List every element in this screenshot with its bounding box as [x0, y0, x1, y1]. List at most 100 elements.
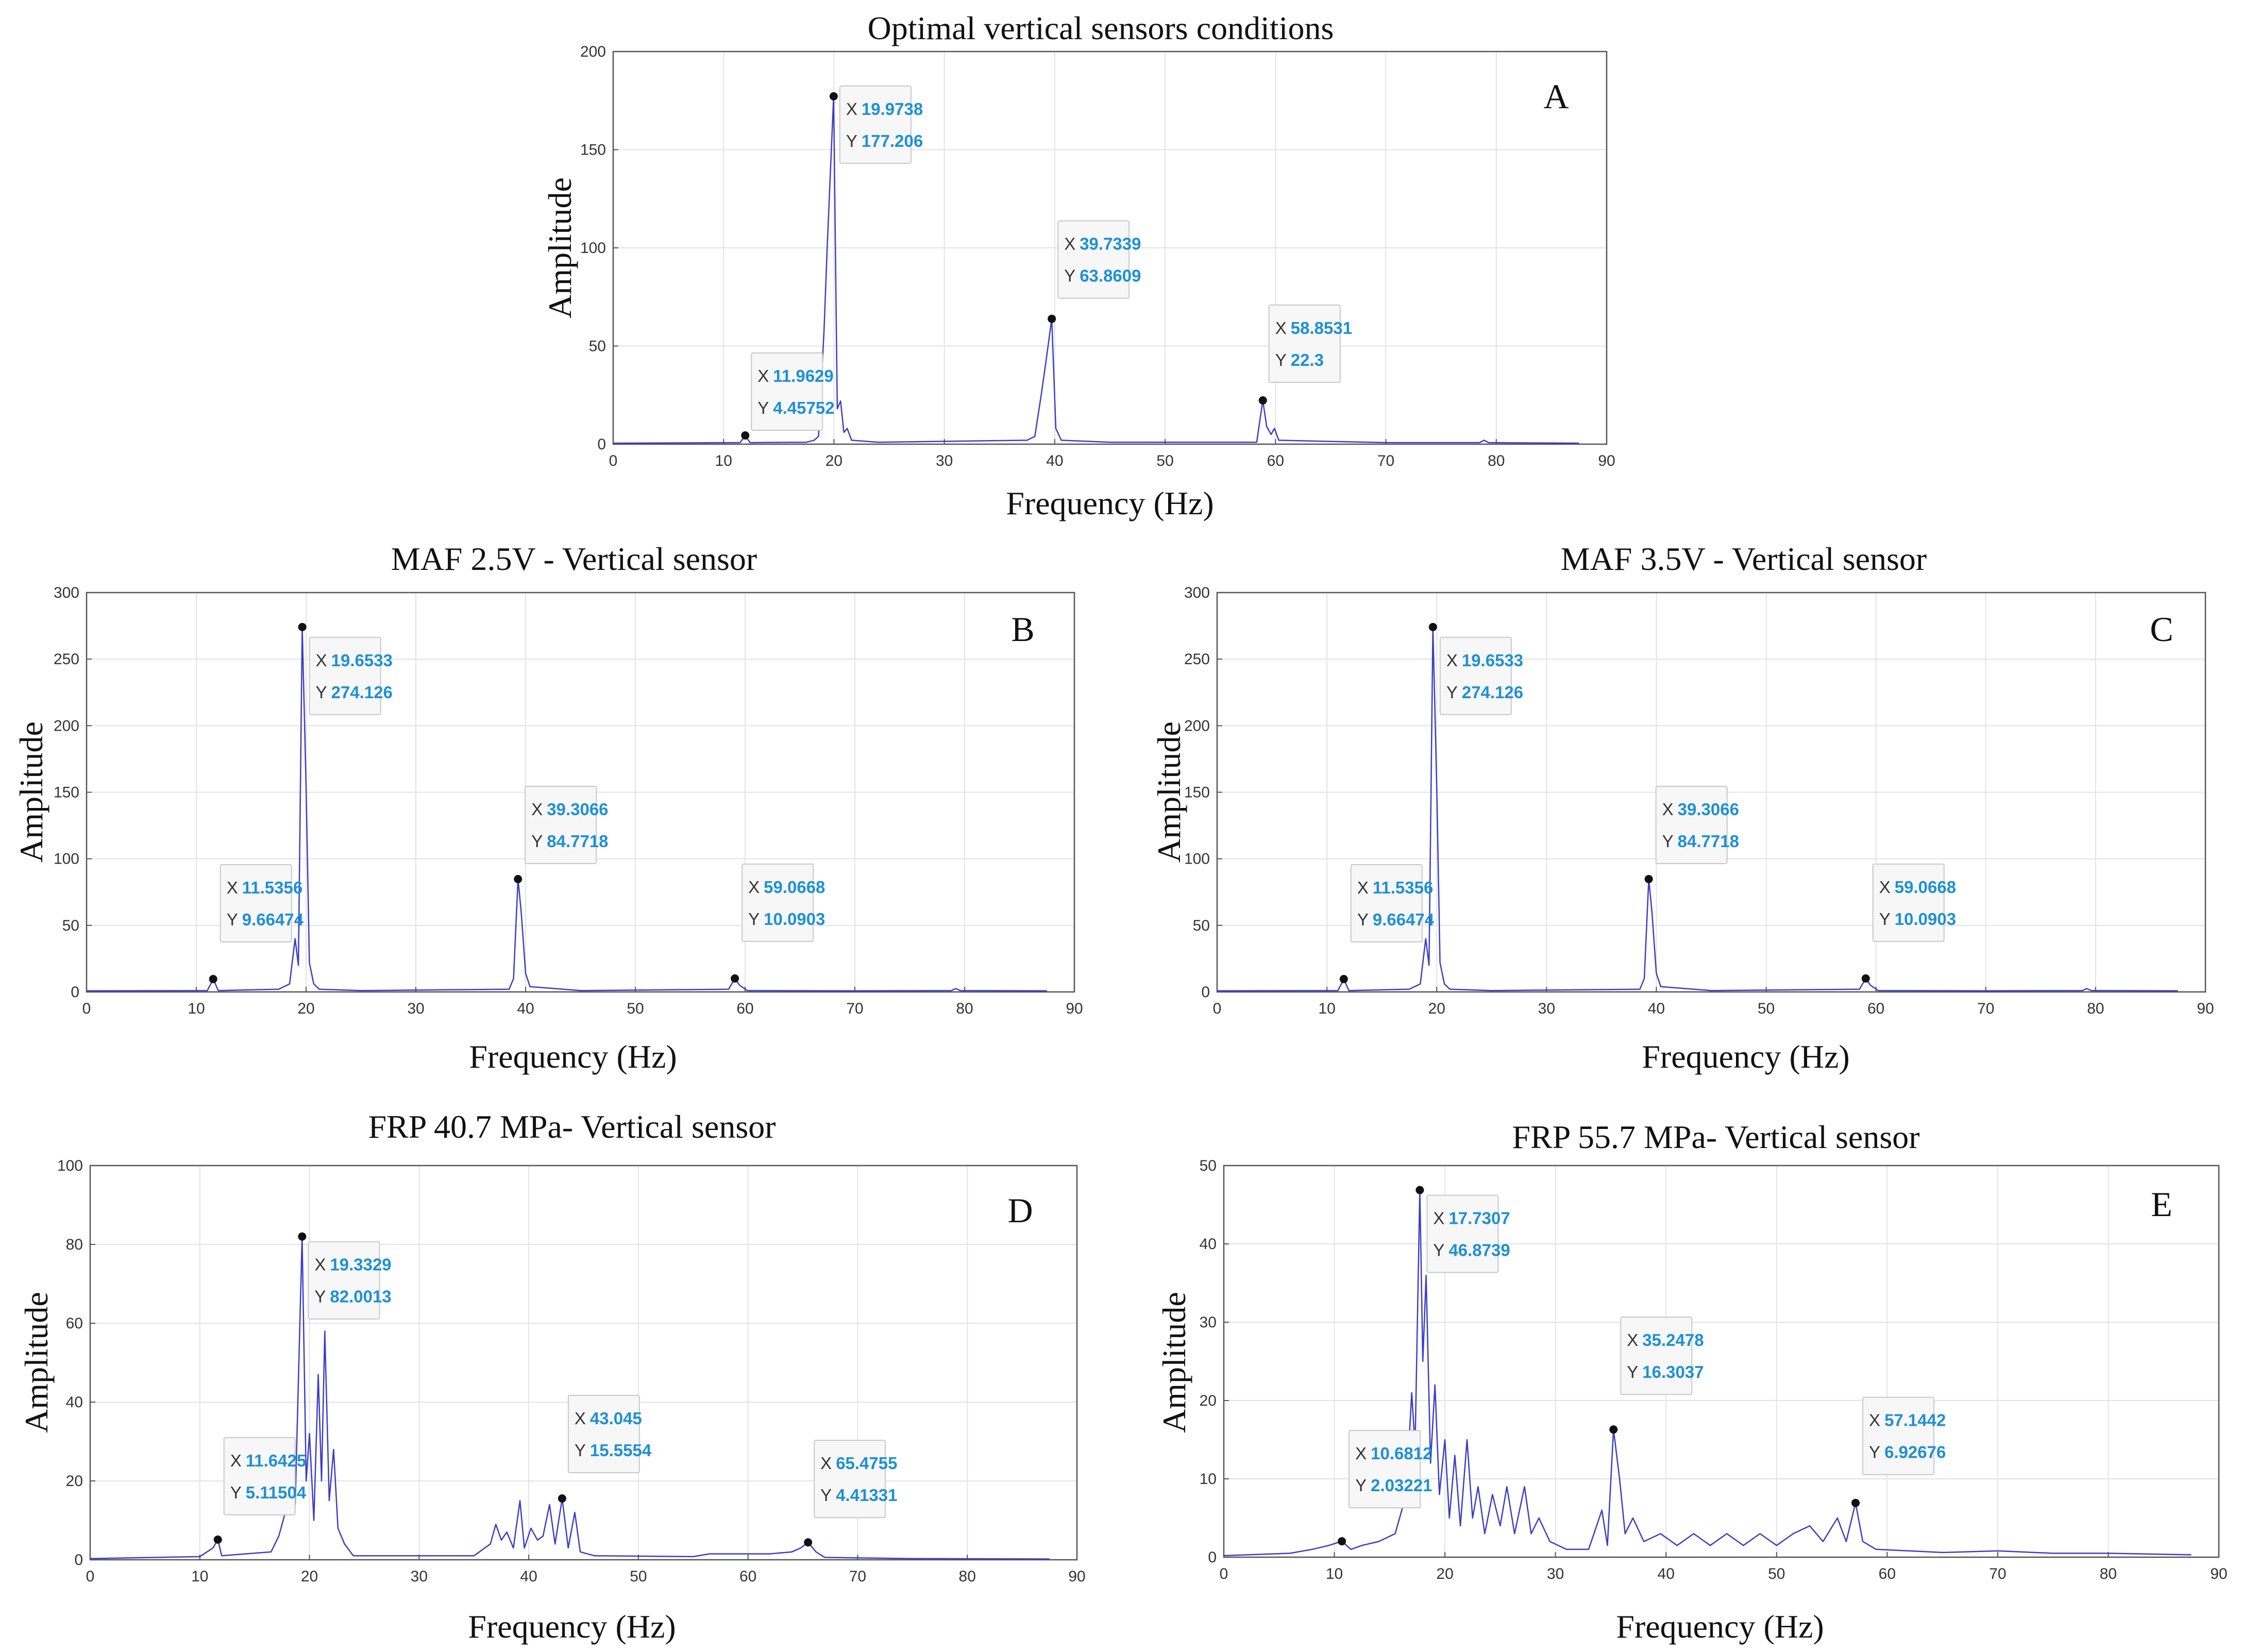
datatip-y-value: 82.0013	[330, 1287, 391, 1306]
datatip-x-value: 65.4755	[836, 1454, 897, 1473]
x-tick-label: 10	[1318, 1000, 1335, 1017]
x-axis-label: Frequency (Hz)	[469, 1038, 677, 1075]
x-tick-label: 20	[1436, 1565, 1453, 1582]
datatip-x-prefix: X	[1355, 1444, 1367, 1463]
datatip-x-prefix: X	[531, 800, 543, 819]
datatip-y-value: 177.206	[862, 131, 923, 150]
datatip-y-value: 84.7718	[1678, 832, 1739, 851]
datatip-x-prefix: X	[1064, 234, 1075, 254]
panel-letter: D	[1007, 1191, 1033, 1230]
datatip-y-row: Y 5.11504	[230, 1483, 307, 1502]
x-tick-label: 40	[1046, 452, 1063, 469]
x-tick-label: 40	[1658, 1565, 1675, 1582]
spectrum-line	[1223, 1189, 2192, 1557]
datatip-y-value: 15.5554	[590, 1441, 652, 1460]
datatip-marker	[1851, 1498, 1860, 1507]
x-tick-label: 40	[1648, 1000, 1665, 1017]
datatip-y-prefix: Y	[314, 1287, 326, 1306]
spectrum-line	[613, 95, 1579, 444]
datatip-y-value: 274.126	[331, 683, 393, 702]
x-tick-label: 20	[297, 1000, 314, 1017]
x-tick-label: 60	[736, 1000, 753, 1017]
y-tick-label: 300	[54, 584, 79, 601]
datatip-box	[1057, 220, 1130, 299]
datatip-x-prefix: X	[757, 366, 769, 385]
datatip-x-row: X 35.2478	[1627, 1330, 1704, 1350]
datatip-x-value: 19.3329	[330, 1255, 391, 1274]
y-tick-label: 40	[66, 1394, 83, 1411]
datatip-box	[1439, 636, 1512, 715]
datatip-y-prefix: Y	[531, 832, 543, 851]
datatip-y-value: 9.66474	[242, 910, 304, 929]
x-tick-label: 60	[1267, 452, 1284, 469]
y-tick-label: 60	[66, 1315, 83, 1332]
datatip-x-value: 39.3066	[1678, 800, 1739, 819]
x-tick-label: 70	[849, 1568, 866, 1585]
axes-box	[89, 1165, 1078, 1561]
x-tick-label: 30	[407, 1000, 424, 1017]
datatip-marker	[1048, 314, 1056, 323]
datatip-marker	[1258, 396, 1267, 405]
y-tick-label: 0	[74, 1552, 83, 1569]
datatip-y-row: Y 22.3	[1275, 350, 1324, 369]
datatip-box	[223, 1437, 296, 1515]
datatip-box	[741, 863, 814, 942]
x-tick-label: 50	[1758, 1000, 1775, 1017]
panel-letter: A	[1543, 77, 1569, 116]
datatip-x-row: X 19.6533	[1446, 651, 1523, 670]
datatip-y-row: Y 6.92676	[1869, 1443, 1946, 1462]
chart-title: FRP 40.7 MPa- Vertical sensor	[368, 1108, 776, 1145]
x-tick-label: 20	[825, 452, 842, 469]
datatip-x-row: X 39.7339	[1064, 234, 1141, 254]
y-tick-label: 200	[1184, 717, 1210, 734]
datatip-y-row: Y 15.5554	[575, 1441, 652, 1460]
datatip-marker	[298, 622, 307, 631]
datatip-marker	[1609, 1425, 1618, 1434]
chart-panel-e: 0 10 20 30 40 50 60 70 80 90 0 10 20 30 40 50 FRP 55.7 M…	[1156, 1119, 2228, 1645]
datatip-x-prefix: X	[314, 1255, 326, 1274]
y-tick-label: 150	[580, 142, 606, 159]
y-tick-label: 100	[54, 851, 79, 868]
datatip-x-row: X 19.6533	[316, 651, 393, 670]
y-tick-label: 250	[54, 651, 79, 668]
datatip-x-value: 43.045	[590, 1409, 642, 1428]
y-tick-label: 100	[57, 1157, 83, 1174]
x-tick-label: 70	[1977, 1000, 1994, 1017]
y-tick-label: 50	[1193, 917, 1210, 934]
y-tick-label: 10	[1200, 1471, 1217, 1488]
datatip-x-row: X 11.5356	[227, 878, 302, 897]
datatip-y-row: Y 10.0903	[748, 909, 825, 929]
x-axis-label: Frequency (Hz)	[1006, 485, 1213, 521]
datatip-y-row: Y 46.8739	[1433, 1241, 1510, 1260]
datatip-y-row: Y 274.126	[316, 683, 393, 702]
datatip-x-value: 11.5356	[1373, 878, 1433, 897]
datatip-x-prefix: X	[227, 878, 238, 897]
x-tick-label: 60	[739, 1568, 756, 1585]
datatip-x-prefix: X	[316, 651, 327, 670]
datatip-y-row: Y 9.66474	[227, 910, 304, 929]
datatip-y-prefix: Y	[230, 1483, 242, 1502]
datatip-x-value: 19.6533	[331, 651, 393, 670]
datatip-marker	[514, 875, 522, 884]
datatip-x-value: 10.6812	[1371, 1444, 1432, 1463]
datatip-y-value: 10.0903	[764, 909, 825, 929]
y-tick-label: 150	[1184, 784, 1210, 801]
y-tick-label: 0	[597, 436, 606, 453]
datatip: X 39.7339 Y 63.8609	[1048, 220, 1141, 323]
y-tick-label: 0	[71, 984, 79, 1001]
datatip-marker	[1861, 974, 1870, 983]
datatip-x-value: 58.8531	[1291, 318, 1352, 338]
x-tick-label: 50	[630, 1568, 647, 1585]
datatip-x-row: X 17.7307	[1433, 1209, 1510, 1228]
chart-title: FRP 55.7 MPa- Vertical sensor	[1512, 1119, 1919, 1155]
datatip-y-prefix: Y	[1355, 1476, 1367, 1495]
x-tick-label: 80	[2100, 1565, 2117, 1582]
x-tick-label: 60	[1879, 1565, 1896, 1582]
datatip-y-prefix: Y	[227, 910, 238, 929]
